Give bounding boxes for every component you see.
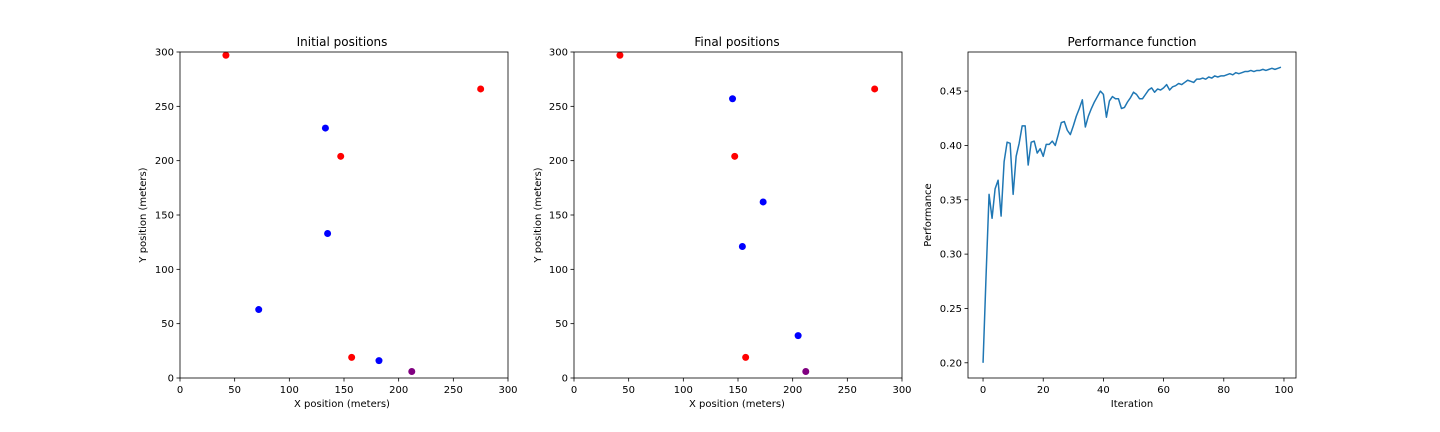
x-axis-label: Iteration <box>1111 399 1153 410</box>
y-axis-label: Y position (meters) <box>533 167 544 263</box>
y-tick-label: 0.40 <box>940 141 962 152</box>
y-axis-label: Performance <box>923 183 934 246</box>
y-tick-label: 50 <box>161 319 174 330</box>
x-tick-label: 80 <box>1217 385 1230 396</box>
x-tick-label: 40 <box>1097 385 1110 396</box>
x-tick-label: 150 <box>728 385 747 396</box>
x-tick-label: 0 <box>177 385 183 396</box>
data-point <box>348 353 356 361</box>
data-point <box>321 124 329 132</box>
initial-positions-panel: Initial positions X position (meters) Y … <box>138 35 518 410</box>
x-tick-label: 0 <box>980 385 986 396</box>
x-tick-label: 100 <box>1274 385 1293 396</box>
data-point <box>616 51 624 59</box>
y-tick-label: 200 <box>549 156 568 167</box>
performance-line <box>982 66 1282 363</box>
data-point <box>255 306 263 314</box>
data-point <box>802 367 810 375</box>
y-tick-label: 250 <box>155 102 174 113</box>
y-tick-label: 0.20 <box>940 358 962 369</box>
x-tick-label: 250 <box>444 385 463 396</box>
y-tick-label: 100 <box>549 265 568 276</box>
y-tick-label: 100 <box>155 265 174 276</box>
x-tick-label: 50 <box>228 385 241 396</box>
y-axis-label: Y position (meters) <box>138 167 149 263</box>
data-point <box>794 332 802 340</box>
data-point <box>759 198 767 206</box>
x-tick-label: 20 <box>1037 385 1050 396</box>
data-point <box>738 243 746 251</box>
x-tick-label: 100 <box>674 385 693 396</box>
x-tick-label: 250 <box>838 385 857 396</box>
x-tick-label: 300 <box>892 385 911 396</box>
y-tick-label: 0.30 <box>940 250 962 261</box>
plot-frame <box>967 51 1297 379</box>
data-point <box>222 51 230 59</box>
y-tick-label: 300 <box>549 48 568 59</box>
y-tick-label: 250 <box>549 102 568 113</box>
y-tick-label: 0 <box>168 374 174 385</box>
y-tick-label: 150 <box>549 211 568 222</box>
x-axis-label: X position (meters) <box>294 399 390 410</box>
y-tick-label: 0.25 <box>940 304 962 315</box>
y-tick-label: 50 <box>555 319 568 330</box>
data-point <box>729 95 737 103</box>
y-tick-label: 150 <box>155 211 174 222</box>
data-point <box>375 357 383 365</box>
data-point <box>337 152 345 160</box>
data-point <box>477 85 485 93</box>
chart-title: Initial positions <box>297 35 388 49</box>
x-tick-label: 50 <box>622 385 635 396</box>
plot-frame <box>179 51 509 379</box>
data-point <box>742 353 750 361</box>
y-tick-label: 0.45 <box>940 87 962 98</box>
y-tick-label: 200 <box>155 156 174 167</box>
x-tick-label: 200 <box>783 385 802 396</box>
y-tick-label: 0.35 <box>940 195 962 206</box>
plot-frame <box>573 51 903 379</box>
x-tick-label: 100 <box>280 385 299 396</box>
data-point <box>408 367 416 375</box>
y-tick-label: 0 <box>562 374 568 385</box>
chart-title: Final positions <box>694 35 779 49</box>
data-point <box>731 152 739 160</box>
x-axis-label: X position (meters) <box>689 399 785 410</box>
x-tick-label: 200 <box>389 385 408 396</box>
chart-title: Performance function <box>1068 35 1197 49</box>
y-tick-label: 300 <box>155 48 174 59</box>
data-point <box>324 229 332 237</box>
data-point <box>871 85 879 93</box>
x-tick-label: 0 <box>571 385 577 396</box>
x-tick-label: 60 <box>1157 385 1170 396</box>
performance-function-panel: Performance function Iteration Performan… <box>923 35 1297 410</box>
x-tick-label: 300 <box>498 385 517 396</box>
x-tick-label: 150 <box>334 385 353 396</box>
final-positions-panel: Final positions X position (meters) Y po… <box>533 35 912 410</box>
